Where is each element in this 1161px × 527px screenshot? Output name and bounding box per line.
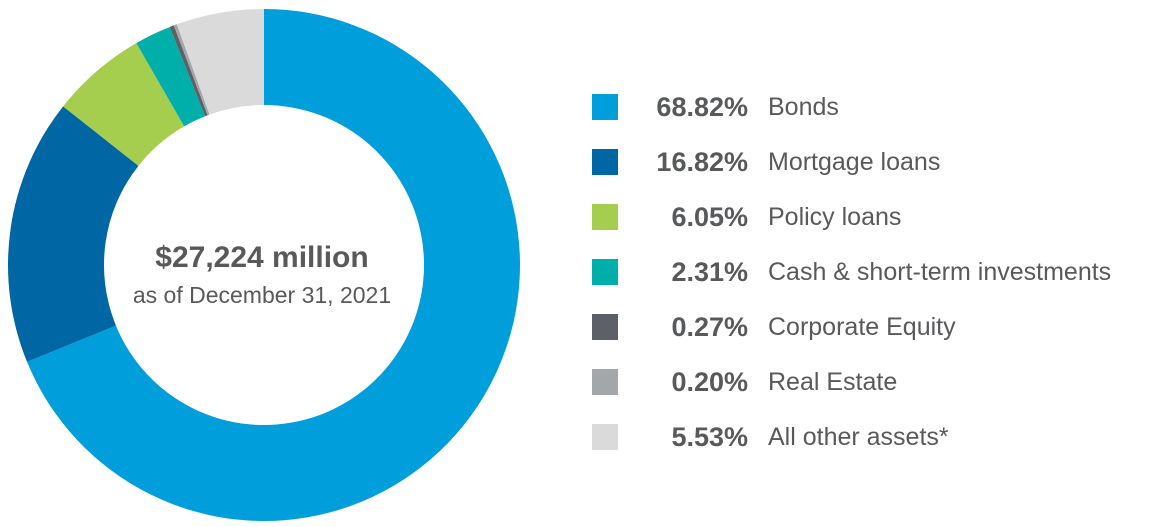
donut-slice — [173, 24, 210, 116]
legend-swatch — [592, 204, 618, 230]
legend-label: Corporate Equity — [768, 313, 956, 341]
legend-swatch — [592, 149, 618, 175]
legend-label: Cash & short-term investments — [768, 258, 1112, 286]
legend-value: 0.27% — [671, 312, 748, 342]
legend-label: Bonds — [768, 93, 839, 121]
donut-slice — [63, 43, 185, 166]
legend-swatch — [592, 259, 618, 285]
legend-label: Real Estate — [768, 368, 898, 396]
legend-item: 0.20% Real Estate — [592, 355, 1157, 410]
legend-item: 68.82% Bonds — [592, 80, 1157, 135]
legend-item: 2.31% Cash & short-term investments — [592, 245, 1157, 300]
legend-swatch — [592, 94, 618, 120]
legend-item: 6.05% Policy loans — [592, 190, 1157, 245]
chart-legend: 68.82% Bonds 16.82% Mortgage loans 6.05% Poli… — [592, 80, 1157, 465]
legend-value: 16.82% — [656, 147, 748, 177]
legend-label: All other assets* — [768, 423, 949, 451]
donut-chart: $27,224 million as of December 31, 2021 — [7, 9, 520, 521]
center-date-label: as of December 31, 2021 — [133, 282, 391, 308]
donut-slice — [169, 25, 208, 117]
donut-slice — [136, 26, 206, 127]
donut-slice — [27, 9, 520, 521]
legend-swatch — [592, 424, 618, 450]
legend-item: 16.82% Mortgage loans — [592, 135, 1157, 190]
legend-value: 2.31% — [671, 257, 748, 287]
legend-swatch — [592, 314, 618, 340]
legend-value: 6.05% — [671, 202, 748, 232]
legend-item: 5.53% All other assets* — [592, 410, 1157, 465]
legend-label: Mortgage loans — [768, 148, 941, 176]
legend-label: Policy loans — [768, 203, 902, 231]
center-total-amount: $27,224 million — [155, 241, 368, 274]
legend-swatch — [592, 369, 618, 395]
legend-value: 68.82% — [656, 92, 748, 122]
legend-value: 0.20% — [671, 367, 748, 397]
donut-slices — [7, 9, 520, 521]
donut-slice — [176, 9, 264, 115]
legend-item: 0.27% Corporate Equity — [592, 300, 1157, 355]
legend-value: 5.53% — [671, 422, 748, 452]
donut-slice — [7, 106, 139, 362]
